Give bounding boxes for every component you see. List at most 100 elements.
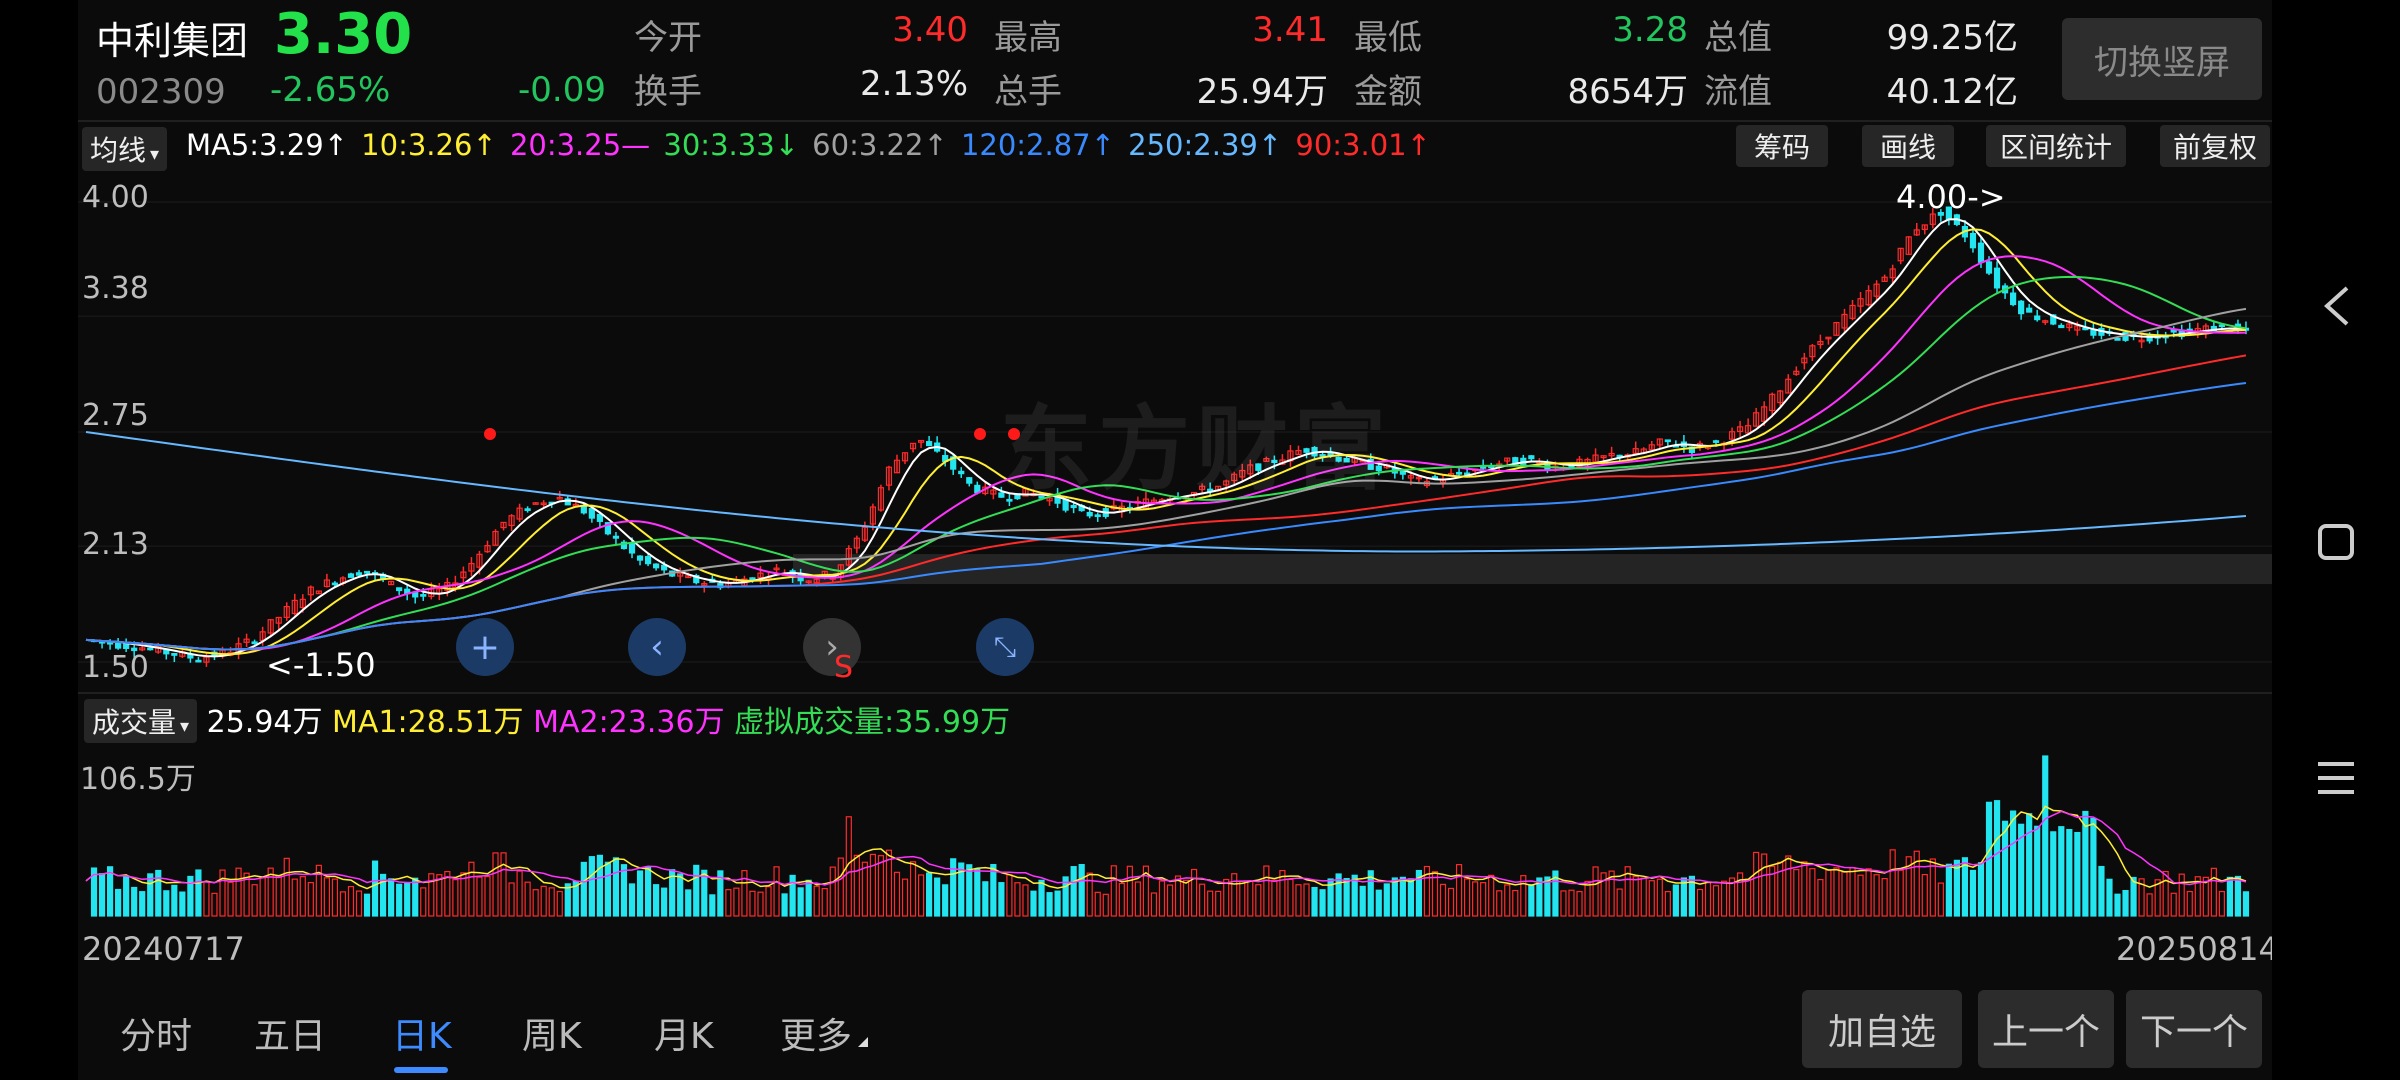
volume-dropdown[interactable]: 成交量 ▾ <box>84 699 198 743</box>
next-button[interactable]: 下一个 <box>2126 990 2262 1068</box>
candle <box>1271 459 1278 464</box>
candle <box>1825 336 1832 340</box>
ma-dropdown[interactable]: 均线 ▾ <box>82 127 168 171</box>
volume-bar <box>1825 869 1832 917</box>
adjust-button[interactable]: 前复权 <box>2160 125 2270 167</box>
volume-value: 25.94万 <box>206 705 323 740</box>
candle <box>917 439 925 443</box>
volume-bar <box>765 886 772 917</box>
candle <box>1929 213 1936 225</box>
recents-icon[interactable] <box>2306 748 2366 808</box>
volume-axis-max: 106.5万 <box>80 762 196 797</box>
signal-dot <box>974 428 986 440</box>
volume-bar <box>1383 883 1390 917</box>
back-icon[interactable] <box>2306 276 2366 336</box>
volume-bar <box>1913 850 1920 917</box>
tab-intraday[interactable]: 分时 <box>120 1016 193 1057</box>
candle <box>636 555 644 561</box>
plus-icon[interactable]: + <box>456 618 514 676</box>
volume-bar <box>299 876 306 917</box>
ma10-value: 10:3.26↑ <box>361 128 497 162</box>
chips-button[interactable]: 筹码 <box>1736 125 1828 167</box>
volume-bar <box>500 852 507 917</box>
volume-bar <box>1287 878 1294 917</box>
volume-bar <box>339 891 347 917</box>
volume-bar <box>2154 879 2161 917</box>
range-stats-button[interactable]: 区间统计 <box>1986 125 2126 167</box>
volume-chart[interactable] <box>78 740 2272 920</box>
home-icon[interactable] <box>2306 512 2366 572</box>
add-watchlist-button[interactable]: 加自选 <box>1802 990 1962 1068</box>
candle <box>283 606 290 618</box>
switch-portrait-button[interactable]: 切换竖屏 <box>2062 18 2262 100</box>
candle <box>275 616 282 624</box>
volume-bar <box>2114 893 2121 917</box>
volume-bar <box>1921 873 1928 917</box>
chevron-left-icon[interactable]: ‹ <box>628 618 686 676</box>
candle <box>580 505 587 514</box>
ma-values: MA5:3.29↑ 10:3.26↑ 20:3.25— 30:3.33↓ 60:… <box>186 128 1435 162</box>
volume-bar <box>2202 876 2209 917</box>
change-pct: -2.65% <box>270 70 391 110</box>
volume-bar <box>661 887 668 917</box>
volume-bar <box>2066 828 2073 917</box>
kline-chart[interactable] <box>78 172 2272 682</box>
candle <box>163 649 170 655</box>
volume-bar <box>1696 888 1704 917</box>
volume-bar <box>1030 890 1037 917</box>
volume-bar <box>628 883 636 917</box>
candle <box>331 582 339 586</box>
candle <box>1006 498 1013 502</box>
volume-bar <box>1263 865 1270 917</box>
float-label: 流值 <box>1704 72 1772 112</box>
volume-bar <box>1439 883 1447 917</box>
volume-bar <box>251 884 258 917</box>
previous-button[interactable]: 上一个 <box>1978 990 2114 1068</box>
candle <box>966 477 973 484</box>
tab-monthly-k[interactable]: 月K <box>654 1016 714 1057</box>
volume-bar <box>1945 863 1952 917</box>
volume-bar <box>235 867 242 917</box>
candle <box>685 575 692 579</box>
volume-bar <box>412 877 419 917</box>
candle <box>492 530 499 546</box>
candle <box>1263 458 1270 462</box>
volume-bar <box>1817 878 1824 917</box>
tab-five-day[interactable]: 五日 <box>254 1016 327 1057</box>
candle <box>315 590 322 595</box>
volume-bar <box>1576 890 1583 917</box>
ma60-value: 60:3.22↑ <box>812 128 948 162</box>
ma-dropdown-label: 均线 <box>90 134 147 167</box>
volume-bar <box>1488 874 1495 917</box>
volume-bar <box>2050 831 2057 917</box>
candle <box>1664 439 1671 443</box>
chevron-right-icon[interactable]: › <box>803 618 861 676</box>
candle <box>1913 229 1920 236</box>
candle <box>323 579 330 588</box>
draw-line-button[interactable]: 画线 <box>1862 125 1954 167</box>
volume-bar <box>2082 810 2089 917</box>
candle <box>620 541 628 550</box>
tab-more[interactable]: 更多 <box>780 1016 853 1057</box>
candle <box>950 456 957 470</box>
volume-bar <box>1014 882 1021 917</box>
volume-bar <box>404 882 411 917</box>
tab-daily-k[interactable]: 日K <box>392 1016 452 1057</box>
volume-bar <box>1006 874 1013 917</box>
tab-weekly-k[interactable]: 周K <box>522 1016 582 1057</box>
volume-bar <box>1761 853 1768 917</box>
volume-bar <box>974 868 981 917</box>
candle <box>588 508 595 519</box>
volume-bar <box>436 874 443 917</box>
volume-bar <box>797 887 804 917</box>
volume-bar <box>420 887 427 917</box>
change-amt: -0.09 <box>518 70 606 110</box>
candle <box>1600 455 1607 459</box>
volume-bar <box>115 888 122 917</box>
volume-bar <box>1640 877 1647 917</box>
volume-bar <box>1054 890 1061 917</box>
volume-bar <box>1873 874 1880 917</box>
volume-bar <box>1504 884 1511 917</box>
collapse-icon[interactable]: ⤡ <box>976 618 1034 676</box>
volume-bar <box>909 861 917 917</box>
